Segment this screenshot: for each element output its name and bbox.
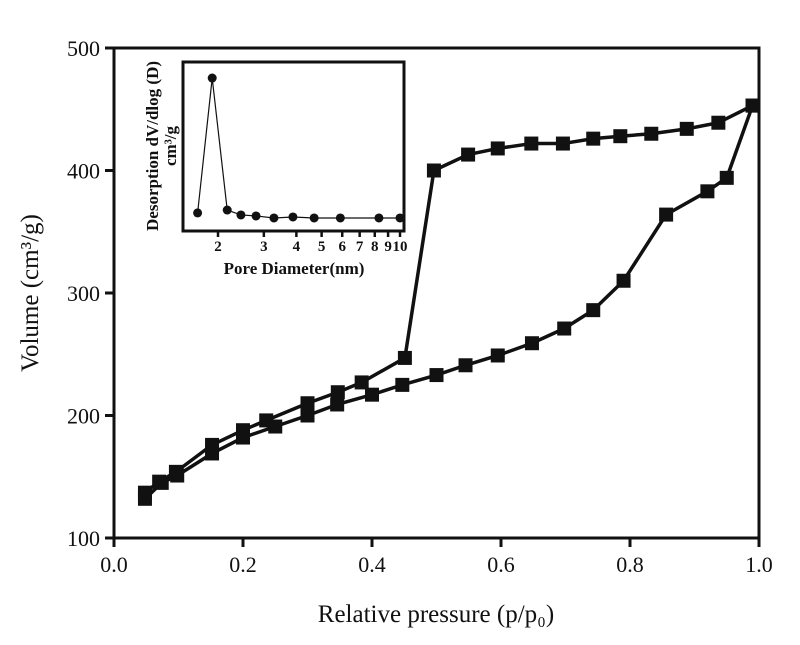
pore-distribution-point <box>395 213 405 223</box>
y-axis-label: Volume (cm³/g) <box>17 214 44 372</box>
y-tick-label: 500 <box>67 36 100 61</box>
desorption-point <box>236 423 250 438</box>
pore-distribution-point <box>309 213 319 223</box>
y-tick-label: 100 <box>67 526 100 551</box>
pore-distribution-point <box>251 211 261 221</box>
adsorption-point <box>659 207 674 222</box>
inset-x-axis-label: Pore Diameter(nm) <box>224 259 365 278</box>
x-tick-label: 0.8 <box>616 552 644 577</box>
desorption-point <box>426 163 441 178</box>
inset-x-tick-label: 6 <box>338 239 346 255</box>
adsorption-point <box>700 184 715 199</box>
x-tick-label: 0.6 <box>487 552 515 577</box>
inset-x-tick-label: 5 <box>318 239 326 255</box>
adsorption-point <box>719 170 734 185</box>
inset-x-tick-label: 9 <box>384 239 392 255</box>
pore-distribution-point <box>288 212 298 222</box>
pore-distribution-point <box>335 213 345 223</box>
adsorption-point <box>429 368 444 383</box>
inset-x-tick-label: 7 <box>356 239 364 255</box>
desorption-point <box>461 147 476 162</box>
adsorption-point <box>458 358 473 373</box>
adsorption-point <box>586 303 601 318</box>
x-tick-label: 0.0 <box>100 552 128 577</box>
desorption-point <box>330 385 345 400</box>
inset-y-axis-label-line2: cm³/g <box>161 125 180 166</box>
desorption-point <box>168 464 183 479</box>
inset-frame <box>181 60 406 233</box>
desorption-point <box>711 115 726 130</box>
adsorption-point <box>524 336 539 351</box>
inset-x-tick-label: 10 <box>393 239 408 255</box>
desorption-point <box>490 141 505 156</box>
desorption-point <box>586 131 601 146</box>
x-tick-label: 0.2 <box>229 552 257 577</box>
desorption-point <box>300 396 315 411</box>
inset-x-tick-label: 2 <box>214 239 222 255</box>
pore-distribution-point <box>374 213 384 223</box>
desorption-point <box>524 136 539 151</box>
pore-distribution-point <box>207 73 217 83</box>
inset-x-tick-label: 3 <box>260 239 268 255</box>
desorption-point <box>152 474 167 489</box>
desorption-point <box>555 136 570 151</box>
main-plot: 0.0 0.2 0.4 0.6 0.8 1.0 100 200 300 400 500 <box>67 36 773 577</box>
y-tick-label: 200 <box>67 404 100 429</box>
inset-plot: 2 3 4 5 6 7 8 9 10 <box>181 60 408 255</box>
desorption-point <box>745 98 760 113</box>
desorption-point <box>613 129 628 144</box>
pore-distribution-point <box>236 210 246 220</box>
desorption-point <box>644 126 659 141</box>
inset-y-axis-label-line1: Desorption dV/dlog (D) <box>143 61 162 231</box>
adsorption-point <box>557 321 572 336</box>
x-tick-label: 1.0 <box>745 552 773 577</box>
adsorption-point <box>365 387 379 402</box>
pore-distribution-point <box>222 205 232 215</box>
inset-x-tick-label: 8 <box>371 239 379 255</box>
pore-distribution-point <box>193 208 203 218</box>
adsorption-point <box>490 348 505 363</box>
y-tick-label: 300 <box>67 281 100 306</box>
desorption-point <box>137 485 152 500</box>
pore-distribution-point <box>269 213 279 223</box>
adsorption-point <box>616 273 631 288</box>
adsorption-point <box>395 377 410 392</box>
desorption-point <box>679 121 694 136</box>
y-tick-label: 400 <box>67 159 100 184</box>
x-axis-label: Relative pressure (p/p₀) <box>318 601 554 628</box>
desorption-point <box>397 350 412 365</box>
desorption-point <box>205 437 220 452</box>
inset-x-tick-label: 4 <box>293 239 301 255</box>
desorption-point <box>354 375 369 390</box>
desorption-point <box>259 413 274 428</box>
adsorption-point <box>330 397 345 412</box>
adsorption-point <box>300 408 315 423</box>
x-tick-label: 0.4 <box>358 552 386 577</box>
